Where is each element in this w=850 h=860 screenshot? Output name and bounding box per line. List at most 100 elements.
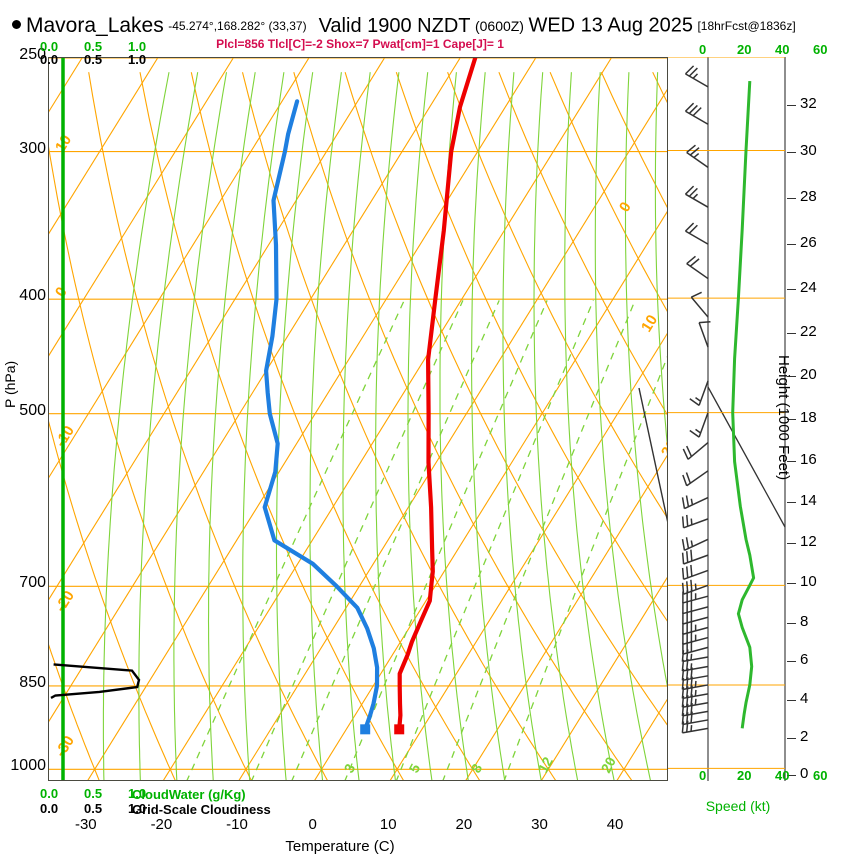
dry-adiabat-label: -30 [52, 733, 78, 760]
moist-adiabat [439, 72, 469, 780]
moist-adiabat [375, 72, 400, 780]
height-tick: 14 [800, 492, 817, 510]
isotherm [465, 454, 667, 780]
wind-barb [686, 144, 709, 168]
wind-barb [682, 441, 709, 460]
wind-barb [684, 65, 709, 88]
isotherm [49, 58, 159, 235]
temperature-surface-marker [394, 724, 405, 735]
speed-tick: 0 [699, 768, 707, 783]
speed-tick: 60 [813, 42, 828, 57]
height-tick: 16 [800, 450, 817, 468]
dewpoint-surface-marker [360, 724, 371, 735]
dry-adiabat-label: 10 [638, 312, 661, 335]
valid-date: WED 13 Aug 2025 [528, 14, 693, 37]
height-tick-mark [787, 460, 796, 462]
wind-panel-boundary [707, 386, 786, 528]
speed-tick: 20 [737, 42, 752, 57]
height-tick: 30 [800, 142, 817, 160]
height-tick: 20 [800, 366, 817, 384]
station-marker-icon [12, 20, 21, 29]
temperature-tick: 0 [308, 816, 317, 833]
moist-adiabat [207, 72, 256, 780]
height-tick: 4 [800, 689, 809, 707]
height-tick: 10 [800, 572, 817, 590]
cloudiness-tick: 0.0 [40, 52, 59, 67]
wind-barb [681, 702, 709, 717]
height-tick-mark [787, 661, 796, 663]
mixing-ratio-line [344, 300, 548, 780]
height-axis-label: Height (1000 Feet) [775, 355, 792, 481]
dry-adiabat [49, 420, 176, 780]
pressure-tick: 500 [19, 401, 46, 419]
wind-barb [686, 255, 709, 280]
skewt-svg: 3581220100-10-20-300102030 [49, 58, 668, 780]
isotherm [314, 211, 667, 780]
speed-tick: 20 [737, 768, 752, 783]
height-tick-mark [787, 152, 796, 154]
isotherm [49, 58, 310, 479]
height-tick: 12 [800, 532, 817, 550]
height-tick-mark [787, 198, 796, 200]
cloudiness-tick: 0.5 [84, 52, 103, 67]
pressure-axis-label: P (hPa) [2, 360, 18, 408]
height-tick: 24 [800, 278, 817, 296]
temperature-tick: 20 [455, 816, 473, 833]
cloudwater-tick: 1.0 [128, 39, 147, 54]
isotherm [616, 698, 667, 780]
moist-adiabat [309, 72, 342, 780]
temperature-tick: -20 [150, 816, 173, 833]
isotherm [389, 332, 667, 780]
height-tick-mark [787, 737, 796, 739]
mixing-ratio-line [251, 300, 464, 780]
moist-adiabat [533, 72, 579, 780]
mixing-ratio-line [291, 300, 500, 780]
mixing-ratio-label: 12 [535, 754, 557, 775]
isotherm [238, 89, 667, 780]
moist-adiabat [102, 72, 170, 780]
dry-adiabat [600, 71, 667, 208]
dry-adiabat [293, 72, 633, 780]
temperature-tick: -10 [226, 816, 248, 833]
isotherm [49, 58, 385, 601]
dry-adiabat [241, 72, 557, 780]
isotherm [49, 58, 234, 357]
dry-adiabat [190, 72, 480, 780]
height-tick-mark [787, 622, 796, 624]
dry-adiabat [549, 71, 667, 312]
wind-barb [681, 514, 709, 529]
speed-tick: 40 [775, 768, 790, 783]
wind-barb [690, 291, 709, 318]
dry-adiabat-label: 20 [658, 437, 668, 460]
height-tick-mark [787, 699, 796, 701]
height-tick-mark [787, 376, 796, 378]
wind-barb [681, 549, 709, 565]
temperature-tick: 40 [606, 816, 624, 833]
height-tick-mark [787, 502, 796, 504]
height-tick: 32 [800, 94, 817, 112]
wind-barb [689, 380, 709, 406]
pressure-tick: 700 [19, 574, 46, 592]
dry-adiabat [447, 72, 667, 519]
moist-adiabat [407, 72, 433, 780]
moist-adiabat [173, 72, 228, 780]
dry-adiabat-label: -10 [52, 423, 78, 450]
height-tick-mark [787, 332, 796, 334]
moist-adiabat [471, 72, 506, 780]
dry-adiabat [395, 72, 667, 622]
cloudwater-tick: 0.0 [40, 39, 59, 54]
sounding-parameters: Plcl=856 Tlcl[C]=-2 Shox=7 Pwat[cm]=1 Ca… [216, 37, 504, 51]
wind-barb [684, 222, 709, 245]
height-tick: 6 [800, 651, 809, 669]
height-tick-mark [787, 582, 796, 584]
temperature-axis-label: Temperature (C) [285, 838, 395, 855]
cloudiness-tick: 0.0 [40, 801, 59, 816]
wind-barb [681, 537, 709, 552]
height-tick-mark [787, 288, 796, 290]
moist-adiabat [342, 72, 371, 780]
temperature-tick: -30 [74, 816, 97, 833]
wind-barb [681, 676, 709, 691]
wind-speed-profile [731, 81, 756, 729]
wind-barb [684, 185, 709, 208]
cloudiness-tick: 0.5 [84, 801, 103, 816]
